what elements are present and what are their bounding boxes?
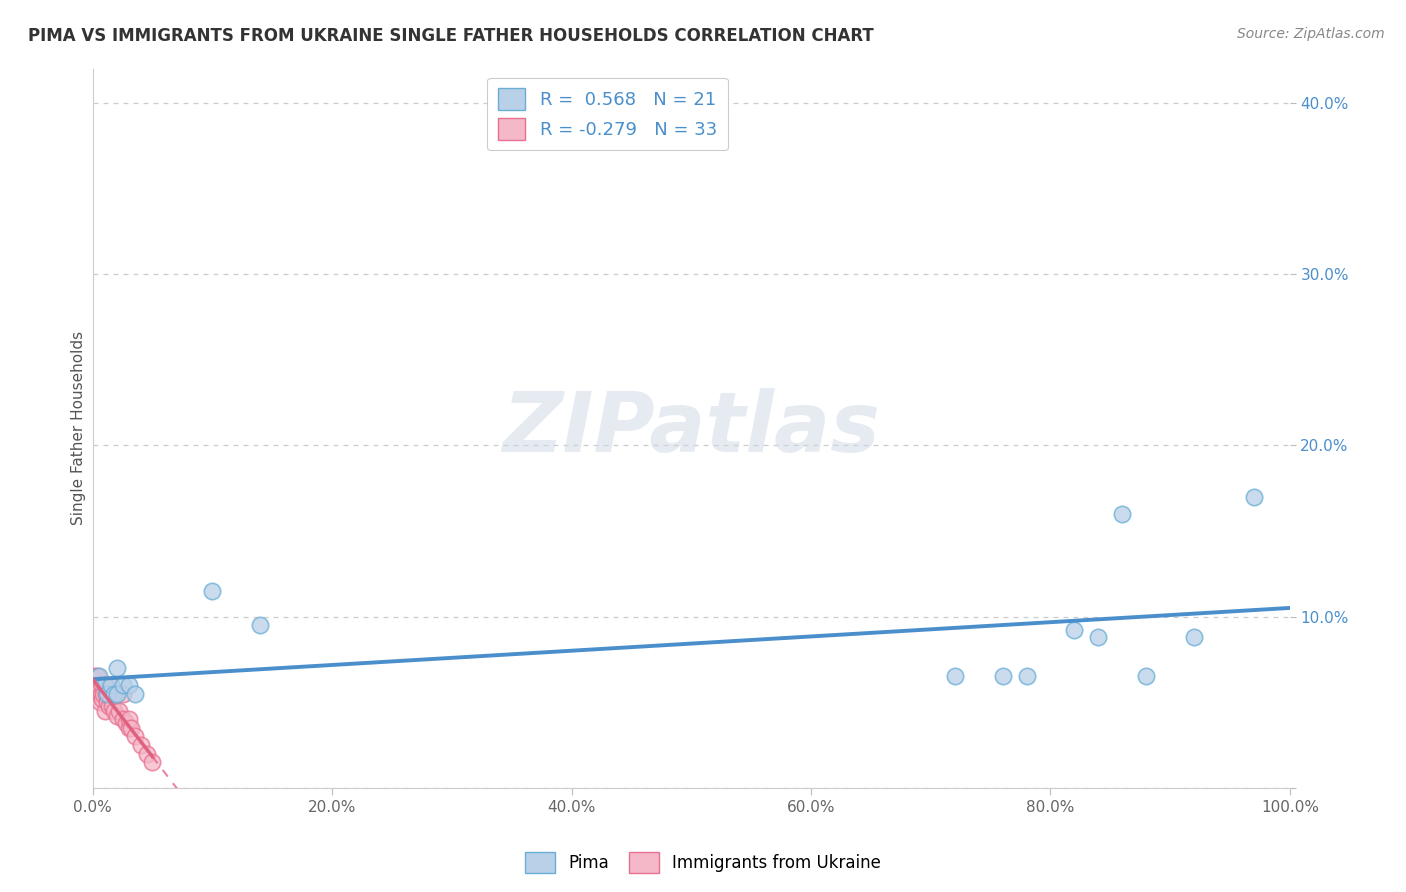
Point — [101, 698, 124, 713]
Point — [87, 678, 110, 692]
Point — [94, 687, 117, 701]
Point — [991, 669, 1014, 683]
Point — [1243, 490, 1265, 504]
Point — [249, 618, 271, 632]
Point — [91, 678, 114, 692]
Point — [124, 730, 146, 744]
Point — [115, 715, 138, 730]
Point — [103, 704, 125, 718]
Point — [1135, 669, 1157, 683]
Point — [135, 747, 157, 761]
Legend: Pima, Immigrants from Ukraine: Pima, Immigrants from Ukraine — [519, 846, 887, 880]
Point — [117, 721, 139, 735]
Point — [120, 721, 142, 735]
Point — [91, 691, 114, 706]
Point — [93, 704, 115, 718]
Point — [89, 695, 111, 709]
Point — [117, 678, 139, 692]
Point — [100, 678, 122, 692]
Point — [943, 669, 966, 683]
Point — [82, 669, 104, 683]
Y-axis label: Single Father Households: Single Father Households — [72, 331, 86, 525]
Point — [129, 738, 152, 752]
Point — [93, 678, 115, 692]
Point — [89, 681, 111, 696]
Legend: R =  0.568   N = 21, R = -0.279   N = 33: R = 0.568 N = 21, R = -0.279 N = 33 — [488, 78, 728, 151]
Point — [117, 712, 139, 726]
Point — [111, 678, 134, 692]
Point — [108, 704, 131, 718]
Point — [96, 687, 118, 701]
Point — [86, 669, 108, 683]
Point — [93, 687, 115, 701]
Point — [105, 661, 128, 675]
Point — [90, 687, 112, 701]
Point — [103, 687, 125, 701]
Point — [141, 755, 163, 769]
Point — [98, 698, 121, 713]
Point — [1063, 624, 1085, 638]
Point — [1087, 630, 1109, 644]
Point — [84, 687, 107, 701]
Point — [84, 678, 107, 692]
Point — [100, 678, 122, 692]
Point — [93, 678, 115, 692]
Point — [105, 709, 128, 723]
Point — [96, 695, 118, 709]
Point — [100, 691, 122, 706]
Point — [1111, 507, 1133, 521]
Text: PIMA VS IMMIGRANTS FROM UKRAINE SINGLE FATHER HOUSEHOLDS CORRELATION CHART: PIMA VS IMMIGRANTS FROM UKRAINE SINGLE F… — [28, 27, 875, 45]
Point — [201, 583, 224, 598]
Point — [97, 687, 120, 701]
Point — [87, 669, 110, 683]
Point — [1015, 669, 1038, 683]
Point — [124, 687, 146, 701]
Point — [111, 687, 134, 701]
Text: ZIPatlas: ZIPatlas — [502, 388, 880, 468]
Point — [111, 712, 134, 726]
Text: Source: ZipAtlas.com: Source: ZipAtlas.com — [1237, 27, 1385, 41]
Point — [1182, 630, 1205, 644]
Point — [105, 687, 128, 701]
